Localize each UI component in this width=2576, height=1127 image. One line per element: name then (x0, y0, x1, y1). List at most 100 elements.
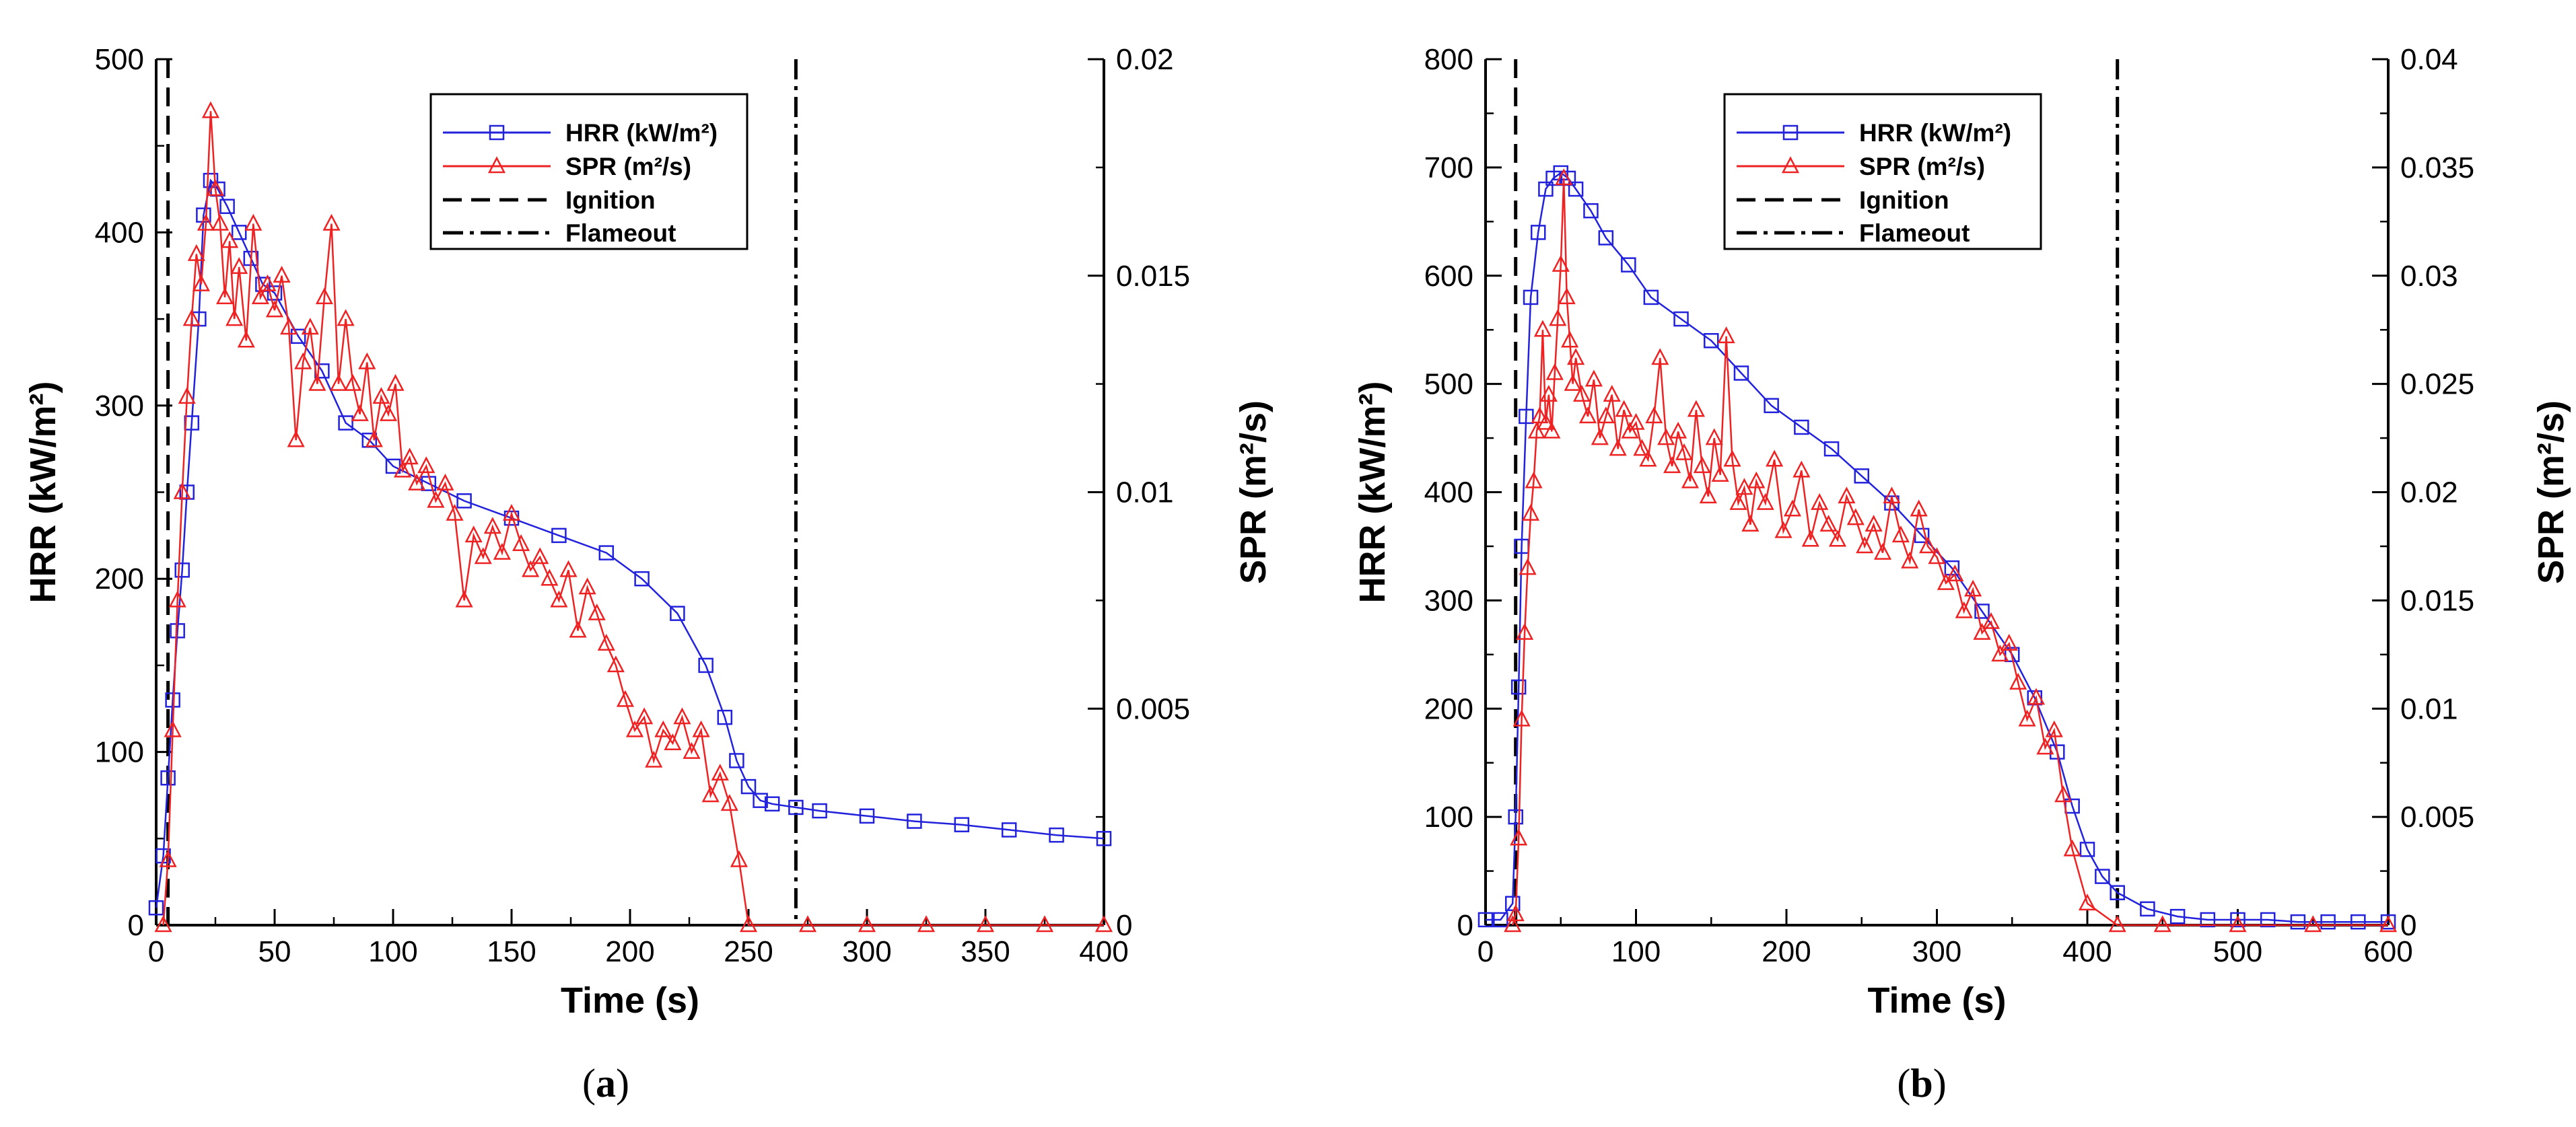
y2-tick-label: 0.01 (2400, 692, 2458, 725)
spr-data-point (427, 490, 445, 508)
spr-data-point (1856, 536, 1874, 554)
hrr-data-point (634, 571, 650, 587)
spr-data-point (541, 569, 559, 586)
hrr-data-point (1493, 912, 1508, 928)
caption-letter: a (596, 1061, 616, 1105)
spr-data-point (1555, 168, 1573, 186)
legend-spr-marker (1781, 156, 1800, 174)
hrr-series-line (1486, 172, 2388, 923)
hrr-data-point (2005, 647, 2020, 663)
hrr-data-point (1096, 831, 1112, 846)
spr-data-point (1558, 287, 1576, 305)
legend-entry-label: Ignition (565, 186, 656, 214)
hrr-series-line (155, 178, 1105, 908)
spr-data-point (351, 404, 369, 421)
hrr-data-point (1583, 203, 1599, 219)
spr-data-point (1723, 449, 1741, 467)
spr-data-point (550, 590, 568, 608)
spr-data-point (1633, 439, 1651, 456)
spr-data-point (1982, 612, 2000, 629)
spr-data-point (578, 577, 596, 595)
spr-data-point (1687, 400, 1705, 417)
spr-data-point (493, 542, 511, 560)
x-tick-label: 350 (961, 935, 1010, 968)
spr-data-point (2027, 688, 2046, 705)
spr-data-point (692, 720, 710, 737)
legend-entry-label: HRR (kW/m²) (1859, 119, 2011, 147)
spr-data-point (1603, 385, 1621, 402)
x-tick-label: 400 (2062, 935, 2112, 968)
hrr-data-point (170, 623, 185, 639)
y2-tick-label: 0.035 (2400, 151, 2474, 184)
spr-data-point (569, 620, 587, 638)
hrr-data-point (160, 770, 176, 786)
hrr-data-point (2320, 914, 2336, 930)
spr-data-point (1756, 493, 1774, 510)
spr-data-point (211, 213, 230, 231)
spr-data-point (1552, 254, 1570, 272)
caption-open-paren: ( (1897, 1061, 1910, 1105)
x-tick-label: 400 (1079, 935, 1128, 968)
hrr-data-point (859, 808, 875, 824)
y-tick-label: 0 (128, 909, 144, 942)
spr-data-point (1663, 456, 1681, 474)
hrr-data-point (1704, 333, 1719, 349)
spr-data-point (720, 794, 738, 811)
legend-entry-label: Ignition (1859, 186, 1949, 214)
spr-data-point (1564, 373, 1582, 391)
spr-data-point (711, 764, 729, 781)
spr-data-point (2018, 709, 2036, 727)
hrr-data-point (1523, 289, 1539, 305)
spr-data-point (372, 387, 390, 404)
y-tick-label: 700 (1424, 151, 1473, 184)
y-axis-title: HRR (kW/m²) (1352, 381, 1393, 604)
spr-data-point (2078, 894, 2097, 911)
spr-data-point (683, 741, 701, 759)
spr-data-point (1828, 530, 1847, 547)
y-tick-label: 100 (95, 736, 144, 769)
hrr-data-point (290, 328, 306, 344)
spr-data-point (1525, 471, 1543, 488)
hrr-data-point (1854, 468, 1869, 484)
x-tick-label: 200 (605, 935, 654, 968)
spr-data-point (2229, 915, 2247, 933)
spr-data-point (625, 720, 644, 737)
legend-hrr-marker (489, 124, 505, 141)
spr-data-point (1928, 547, 1946, 565)
spr-data-point (308, 373, 326, 391)
hrr-data-point (456, 493, 472, 509)
spr-data-point (976, 915, 995, 933)
x-tick-label: 500 (2213, 935, 2262, 968)
x-tick-label: 250 (724, 935, 773, 968)
x-tick-label: 300 (842, 935, 891, 968)
spr-data-point (2063, 839, 2081, 857)
spr-series-line (1511, 178, 2388, 926)
spr-data-point (1693, 456, 1711, 474)
legend-hrr-marker (1782, 124, 1799, 141)
hrr-data-point (2230, 912, 2246, 928)
hrr-data-point (2050, 744, 2065, 760)
hrr-data-point (1643, 289, 1659, 305)
y-tick-label: 600 (1424, 260, 1473, 293)
spr-data-point (2379, 915, 2398, 933)
hrr-data-point (2260, 912, 2276, 928)
x-tick-label: 600 (2363, 935, 2412, 968)
spr-data-point (1561, 330, 1579, 348)
y2-tick-label: 0.02 (2400, 476, 2458, 509)
spr-data-point (474, 547, 492, 565)
spr-data-point (1597, 406, 1615, 424)
spr-data-point (337, 309, 355, 326)
hrr-data-point (740, 778, 757, 795)
spr-data-point (178, 387, 196, 404)
spr-data-point (1627, 412, 1645, 430)
x-tick-label: 0 (148, 935, 164, 968)
spr-data-point (1521, 503, 1540, 521)
chart-panel-a: 0 50 100 150 200 250 300 350 4000100200300400500… (23, 43, 1274, 1105)
hrr-data-point (954, 817, 970, 832)
y2-tick-label: 0.015 (1116, 260, 1190, 293)
spr-data-point (154, 915, 172, 933)
y-tick-label: 500 (95, 43, 144, 76)
spr-data-point (701, 785, 720, 803)
x-tick-label: 150 (487, 935, 536, 968)
